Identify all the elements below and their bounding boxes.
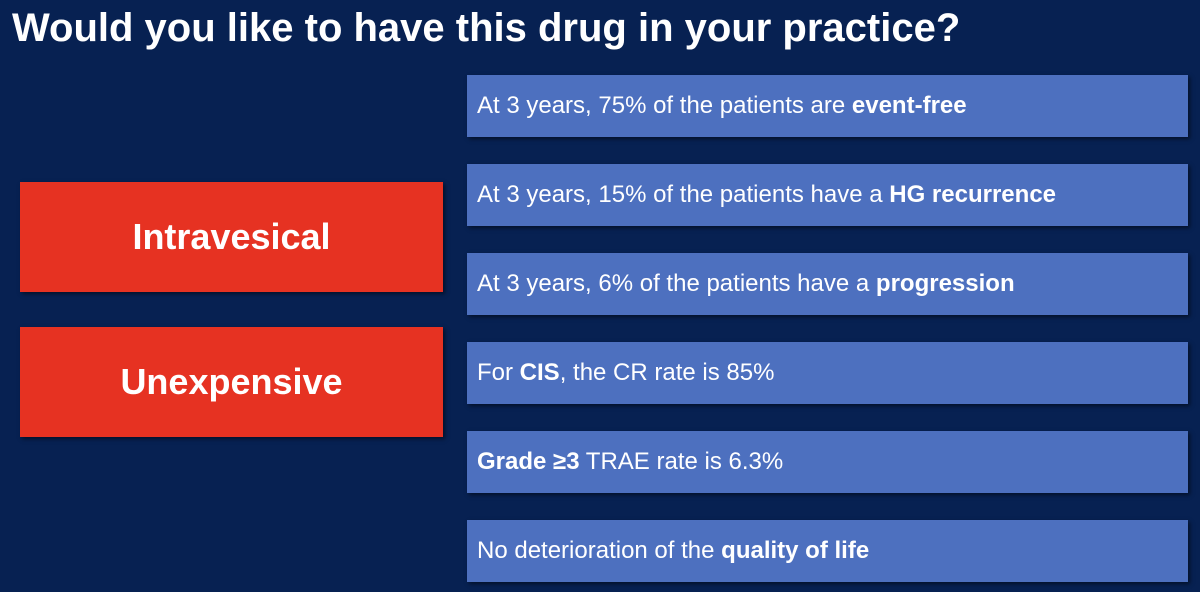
item-box: Grade ≥3 TRAE rate is 6.3% <box>467 431 1188 493</box>
item-text: At 3 years, 6% of the patients have a <box>477 270 876 297</box>
item-text: TRAE rate is 6.3% <box>579 448 784 475</box>
item-text: quality of life <box>721 537 870 564</box>
item-text: Grade ≥3 <box>477 448 580 475</box>
tag-box: Intravesical <box>20 182 443 292</box>
item-text: No deterioration of the <box>477 537 722 564</box>
slide-title: Would you like to have this drug in your… <box>12 6 961 50</box>
item-box: At 3 years, 15% of the patients have a H… <box>467 164 1188 226</box>
item-text: HG recurrence <box>889 181 1057 208</box>
item-text: progression <box>875 270 1015 297</box>
item-box: For CIS, the CR rate is 85% <box>467 342 1188 404</box>
item-text: For <box>477 359 520 386</box>
item-box: At 3 years, 75% of the patients are even… <box>467 75 1188 137</box>
item-text: , the CR rate is 85% <box>559 359 775 386</box>
item-text: At 3 years, 75% of the patients are <box>477 92 852 119</box>
item-text: event-free <box>851 92 967 119</box>
item-box: At 3 years, 6% of the patients have a pr… <box>467 253 1188 315</box>
tag-box: Unexpensive <box>20 327 443 437</box>
item-text: CIS <box>519 359 560 386</box>
item-box: No deterioration of the quality of life <box>467 520 1188 582</box>
item-text: At 3 years, 15% of the patients have a <box>477 181 890 208</box>
